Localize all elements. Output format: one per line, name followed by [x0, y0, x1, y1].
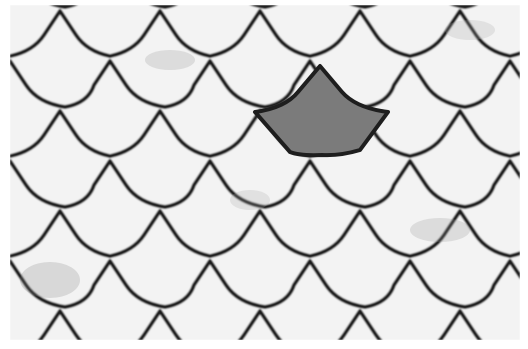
page	[0, 0, 528, 349]
tile-pattern	[10, 5, 520, 340]
photo	[0, 0, 528, 349]
